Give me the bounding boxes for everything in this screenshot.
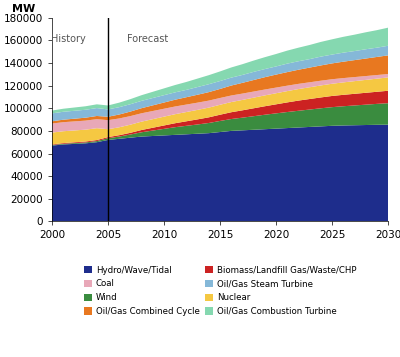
Text: Forecast: Forecast [126,34,168,44]
Legend: Hydro/Wave/Tidal, Coal, Wind, Oil/Gas Combined Cycle, Biomass/Landfill Gas/Waste: Hydro/Wave/Tidal, Coal, Wind, Oil/Gas Co… [80,262,360,320]
Text: MW: MW [12,4,35,14]
Text: History: History [52,34,86,44]
